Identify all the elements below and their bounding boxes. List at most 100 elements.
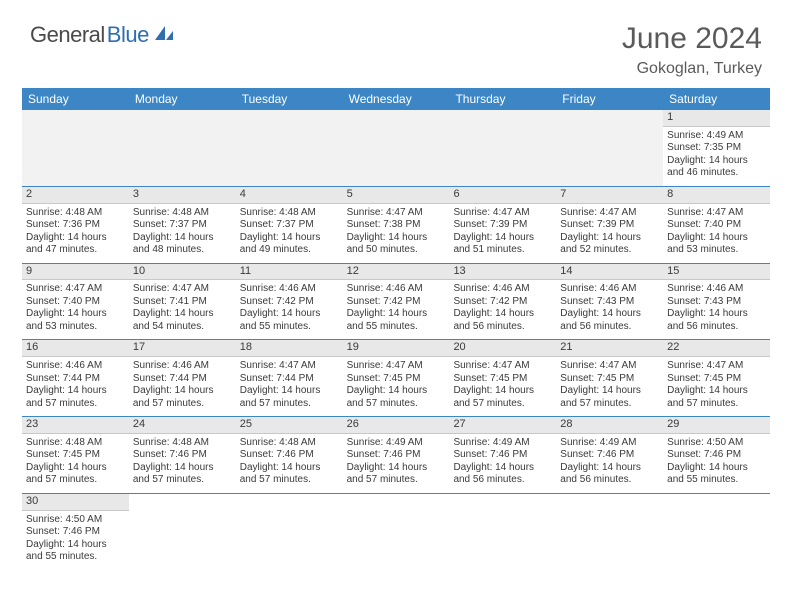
day-info-d2: and 51 minutes. (453, 244, 552, 257)
day-info-sunrise: Sunrise: 4:47 AM (26, 283, 125, 296)
calendar-cell: 20Sunrise: 4:47 AMSunset: 7:45 PMDayligh… (449, 340, 556, 416)
calendar-cell-empty (449, 494, 556, 570)
day-number: 9 (22, 264, 129, 281)
day-info-d2: and 57 minutes. (240, 474, 339, 487)
day-number: 1 (663, 110, 770, 127)
day-info-sunset: Sunset: 7:43 PM (560, 296, 659, 309)
day-number: 21 (556, 340, 663, 357)
day-info-sunset: Sunset: 7:37 PM (133, 219, 232, 232)
calendar-cell-empty (343, 494, 450, 570)
calendar-cell: 4Sunrise: 4:48 AMSunset: 7:37 PMDaylight… (236, 187, 343, 263)
day-info-sunrise: Sunrise: 4:46 AM (133, 360, 232, 373)
day-number: 17 (129, 340, 236, 357)
calendar-cell: 6Sunrise: 4:47 AMSunset: 7:39 PMDaylight… (449, 187, 556, 263)
day-info-d1: Daylight: 14 hours (667, 462, 766, 475)
day-info-sunrise: Sunrise: 4:47 AM (347, 207, 446, 220)
day-info-sunrise: Sunrise: 4:48 AM (133, 207, 232, 220)
day-info-sunrise: Sunrise: 4:47 AM (453, 360, 552, 373)
day-info-d1: Daylight: 14 hours (560, 308, 659, 321)
calendar-body: 1Sunrise: 4:49 AMSunset: 7:35 PMDaylight… (22, 110, 770, 570)
day-info-d1: Daylight: 14 hours (560, 385, 659, 398)
day-number: 25 (236, 417, 343, 434)
calendar-row: 9Sunrise: 4:47 AMSunset: 7:40 PMDaylight… (22, 264, 770, 341)
day-info-sunset: Sunset: 7:42 PM (453, 296, 552, 309)
calendar-cell-empty (236, 494, 343, 570)
day-number: 3 (129, 187, 236, 204)
calendar-cell: 24Sunrise: 4:48 AMSunset: 7:46 PMDayligh… (129, 417, 236, 493)
day-number: 15 (663, 264, 770, 281)
day-info-d2: and 56 minutes. (560, 474, 659, 487)
calendar-row: 30Sunrise: 4:50 AMSunset: 7:46 PMDayligh… (22, 494, 770, 570)
calendar-cell: 12Sunrise: 4:46 AMSunset: 7:42 PMDayligh… (343, 264, 450, 340)
day-info-sunrise: Sunrise: 4:48 AM (26, 437, 125, 450)
day-info-d2: and 54 minutes. (133, 321, 232, 334)
calendar-cell: 22Sunrise: 4:47 AMSunset: 7:45 PMDayligh… (663, 340, 770, 416)
day-info-d1: Daylight: 14 hours (453, 308, 552, 321)
calendar-cell: 11Sunrise: 4:46 AMSunset: 7:42 PMDayligh… (236, 264, 343, 340)
day-number: 10 (129, 264, 236, 281)
calendar-cell: 1Sunrise: 4:49 AMSunset: 7:35 PMDaylight… (663, 110, 770, 186)
calendar-cell: 26Sunrise: 4:49 AMSunset: 7:46 PMDayligh… (343, 417, 450, 493)
day-info-sunrise: Sunrise: 4:49 AM (453, 437, 552, 450)
day-info-sunrise: Sunrise: 4:46 AM (667, 283, 766, 296)
day-info-d2: and 57 minutes. (347, 398, 446, 411)
day-info-sunrise: Sunrise: 4:47 AM (560, 360, 659, 373)
calendar: Sunday Monday Tuesday Wednesday Thursday… (22, 88, 770, 570)
day-info-sunset: Sunset: 7:39 PM (560, 219, 659, 232)
day-info-sunset: Sunset: 7:42 PM (240, 296, 339, 309)
day-info-d2: and 57 minutes. (240, 398, 339, 411)
day-info-sunrise: Sunrise: 4:48 AM (240, 437, 339, 450)
day-info-d2: and 55 minutes. (26, 551, 125, 564)
day-info-sunrise: Sunrise: 4:49 AM (347, 437, 446, 450)
day-number: 19 (343, 340, 450, 357)
day-number: 2 (22, 187, 129, 204)
day-info-sunset: Sunset: 7:35 PM (667, 142, 766, 155)
calendar-cell-empty (343, 110, 450, 186)
day-info-sunset: Sunset: 7:45 PM (26, 449, 125, 462)
calendar-cell: 8Sunrise: 4:47 AMSunset: 7:40 PMDaylight… (663, 187, 770, 263)
logo-text-blue: Blue (107, 22, 149, 48)
calendar-cell: 19Sunrise: 4:47 AMSunset: 7:45 PMDayligh… (343, 340, 450, 416)
weekday-monday: Monday (129, 88, 236, 110)
day-info-sunset: Sunset: 7:39 PM (453, 219, 552, 232)
calendar-cell: 14 Sunrise: 4:46 AMSunset: 7:43 PMDayligh… (556, 264, 663, 340)
day-info-sunrise: Sunrise: 4:48 AM (133, 437, 232, 450)
day-info-sunset: Sunset: 7:43 PM (667, 296, 766, 309)
day-info-sunrise: Sunrise: 4:46 AM (347, 283, 446, 296)
day-info-d1: Daylight: 14 hours (240, 462, 339, 475)
day-number: 14 (556, 264, 663, 281)
month-title: June 2024 (622, 22, 762, 56)
day-info-d2: and 57 minutes. (26, 474, 125, 487)
calendar-cell-empty (556, 110, 663, 186)
calendar-row: 1Sunrise: 4:49 AMSunset: 7:35 PMDaylight… (22, 110, 770, 187)
day-number: 7 (556, 187, 663, 204)
day-info-d2: and 56 minutes. (453, 474, 552, 487)
day-info-d2: and 57 minutes. (26, 398, 125, 411)
day-info-sunrise: Sunrise: 4:48 AM (240, 207, 339, 220)
day-info-sunrise: Sunrise: 4:46 AM (560, 283, 659, 296)
calendar-cell: 16Sunrise: 4:46 AMSunset: 7:44 PMDayligh… (22, 340, 129, 416)
day-info-d1: Daylight: 14 hours (240, 232, 339, 245)
day-info-sunset: Sunset: 7:46 PM (26, 526, 125, 539)
day-info-d2: and 49 minutes. (240, 244, 339, 257)
day-info-sunset: Sunset: 7:46 PM (240, 449, 339, 462)
header: General Blue June 2024 Gokoglan, Turkey (0, 0, 792, 88)
day-info-sunset: Sunset: 7:44 PM (133, 373, 232, 386)
day-info-d2: and 47 minutes. (26, 244, 125, 257)
day-info-sunrise: Sunrise: 4:49 AM (667, 130, 766, 143)
day-info-sunrise: Sunrise: 4:46 AM (240, 283, 339, 296)
calendar-cell-empty (129, 494, 236, 570)
day-info-d2: and 56 minutes. (453, 321, 552, 334)
calendar-row: 2 Sunrise: 4:48 AM Sunset: 7:36 PM Daylight… (22, 187, 770, 264)
day-info-d2: and 46 minutes. (667, 167, 766, 180)
calendar-row: 16Sunrise: 4:46 AMSunset: 7:44 PMDayligh… (22, 340, 770, 417)
title-block: June 2024 Gokoglan, Turkey (622, 22, 762, 78)
calendar-cell-empty (236, 110, 343, 186)
day-number: 6 (449, 187, 556, 204)
calendar-cell: 9Sunrise: 4:47 AMSunset: 7:40 PMDaylight… (22, 264, 129, 340)
calendar-cell-empty (129, 110, 236, 186)
day-info-sunset: Sunset: 7:36 PM (26, 219, 125, 232)
day-info-sunset: Sunset: 7:41 PM (133, 296, 232, 309)
day-info-sunset: Sunset: 7:45 PM (560, 373, 659, 386)
day-info-sunset: Sunset: 7:46 PM (133, 449, 232, 462)
